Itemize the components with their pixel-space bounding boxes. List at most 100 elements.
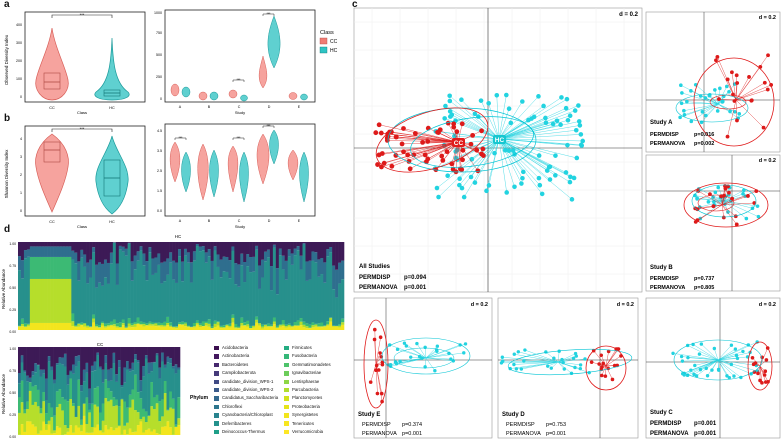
sample-point [538,183,543,188]
bar-segment [172,242,175,261]
phylum-legend-item: Fusobacteria [284,352,350,360]
bar-segment [282,325,285,327]
bar-segment [51,246,54,257]
bar-segment [154,326,157,330]
sample-point [511,148,516,153]
sample-point [436,345,439,348]
violin-hc [96,136,128,214]
bar-segment [243,325,246,326]
sample-point [611,378,615,382]
bar-segment [113,347,116,353]
bar-segment [157,326,160,330]
bar-segment [101,264,104,286]
bar-segment [75,356,78,366]
pcoa-study-b: d = 0.2 Study B PERMDISP p=0.737 PERMANO… [646,155,780,291]
sample-point [730,363,733,366]
sample-point [553,173,558,178]
sample-point [750,98,754,102]
bar-segment [297,250,300,320]
bar-segment [65,257,68,279]
bar-segment [24,242,27,250]
bar-segment [77,323,80,324]
sample-point [507,148,512,153]
bar-segment [217,242,220,254]
violin-c-cc [229,90,237,98]
sample-point [725,85,729,89]
bar-segment [134,324,137,327]
panel-b-study-xlabel: Study [235,224,245,229]
violin-b-hc [210,150,219,197]
bar-segment [96,425,99,435]
bar-segment [142,366,145,376]
bar-segment [86,326,89,327]
sample-point [504,190,509,195]
bar-segment [32,371,35,376]
bar-segment [21,402,24,424]
bar-segment [107,429,110,435]
bar-segment [202,321,205,326]
bar-segment [80,385,83,391]
bar-segment [110,381,113,392]
stat-name: PERMANOVA [359,285,398,291]
bar-segment [151,326,154,330]
bar-segment [18,242,21,256]
sample-point [735,73,739,77]
bar-segment [45,430,48,435]
bar-segment [148,347,151,363]
study-title: Study E [358,412,380,418]
sample-point [523,348,526,351]
bar-segment [326,249,329,256]
sample-point [381,363,385,367]
stat-p: p=0.374 [402,422,422,428]
sample-point [728,110,732,114]
bar-segment [29,378,32,382]
bar-segment [341,322,344,325]
legend-label-hc: HC [330,48,338,54]
bar-segment [137,412,140,425]
bar-segment [326,324,329,325]
phylum-legend-item: Tenericutes [284,420,350,428]
bar-segment [104,260,107,278]
bar-segment [118,426,121,427]
bar-segment [45,400,48,413]
bar-segment [335,327,338,330]
violin-e-hc [301,94,308,100]
bar-segment [220,328,223,330]
bar-segment [62,279,65,323]
bar-segment [39,246,42,257]
bar-segment [164,426,167,435]
bar-segment [67,401,70,428]
bar-segment [184,249,187,256]
bar-segment [320,323,323,327]
bar-segment [187,263,190,326]
bar-segment [252,257,255,272]
bar-segment [118,347,121,360]
bar-segment [163,325,166,326]
phylum-swatch [214,396,219,401]
bar-segment [89,242,92,260]
bar-segment [36,242,39,246]
phylum-legend-item: Verrucomicrobia [284,428,350,436]
bar-segment [261,327,264,329]
bar-segment [107,347,110,370]
bar-segment [237,328,240,330]
bar-segment [30,257,33,279]
bar-segment [67,432,70,435]
bar-segment [214,251,217,321]
bar-segment [54,279,57,323]
bar-segment [270,266,273,290]
bar-segment [107,381,110,388]
bar-segment [24,250,27,258]
bar-segment [51,257,54,279]
bar-segment [208,256,211,319]
bar-segment [59,242,62,246]
panel-b-study-xticks: A B C D E [179,219,301,223]
bar-segment [98,283,101,326]
bar-segment [34,347,37,363]
sample-point [369,380,373,384]
bar-segment [40,408,43,413]
bar-segment [137,324,140,330]
panel-b-ylabel: Shannon Diversity Index [4,149,9,199]
bar-segment [68,323,71,330]
study-title: Study B [650,265,673,271]
